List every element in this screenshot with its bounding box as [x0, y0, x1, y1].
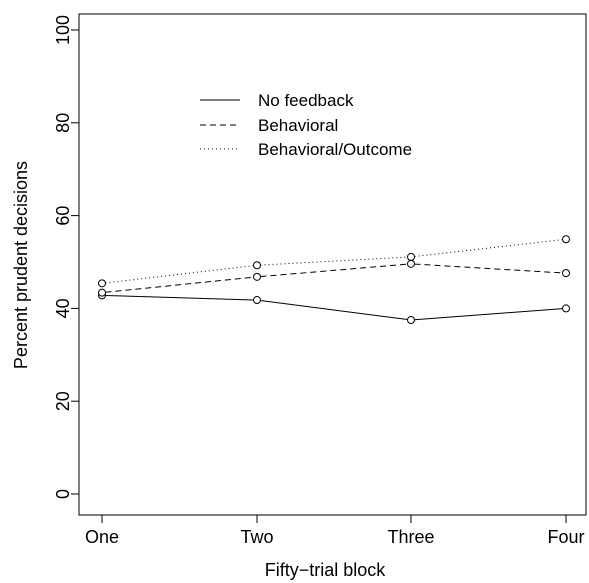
x-axis: One Two Three Four	[85, 514, 585, 547]
y-tick-label: 0	[53, 489, 73, 499]
legend-label: No feedback	[258, 91, 354, 110]
data-point	[98, 279, 106, 288]
y-axis-title: Percent prudent decisions	[11, 161, 31, 369]
data-point	[253, 272, 261, 281]
legend-label: Behavioral/Outcome	[258, 140, 412, 159]
y-tick-label: 60	[53, 206, 73, 226]
y-tick-label: 40	[53, 298, 73, 318]
data-point	[407, 252, 415, 261]
series-line-segment	[105, 295, 254, 301]
series-line-segment	[414, 239, 563, 257]
x-tick-label: Four	[547, 527, 584, 547]
x-axis-title: Fifty−trial block	[265, 560, 387, 580]
y-tick-label: 100	[53, 15, 73, 45]
data-point	[253, 296, 261, 305]
series-layer	[98, 235, 570, 324]
series-0	[98, 291, 570, 324]
series-line-segment	[414, 308, 563, 321]
y-tick-label: 20	[53, 391, 73, 411]
series-line-segment	[260, 300, 408, 321]
y-axis: 0 20 40 60 80 100	[53, 15, 80, 499]
series-1	[98, 259, 570, 297]
series-line-segment	[260, 263, 408, 278]
data-point	[407, 259, 415, 268]
data-point	[562, 235, 570, 244]
plot-frame	[78, 13, 587, 516]
legend-label: Behavioral	[258, 116, 338, 135]
data-point	[253, 261, 261, 270]
data-point	[407, 316, 415, 324]
data-point	[562, 269, 570, 278]
series-line-segment	[260, 256, 408, 266]
series-line-segment	[105, 276, 254, 293]
x-tick-label: One	[85, 527, 119, 547]
series-line-segment	[105, 265, 254, 284]
x-tick-label: Two	[240, 527, 273, 547]
series-2	[98, 235, 570, 288]
legend: No feedback Behavioral Behavioral/Outcome	[200, 91, 412, 159]
data-point	[98, 288, 106, 297]
series-line-segment	[414, 263, 563, 274]
x-tick-label: Three	[387, 527, 434, 547]
data-point	[562, 304, 570, 313]
y-tick-label: 80	[53, 113, 73, 133]
